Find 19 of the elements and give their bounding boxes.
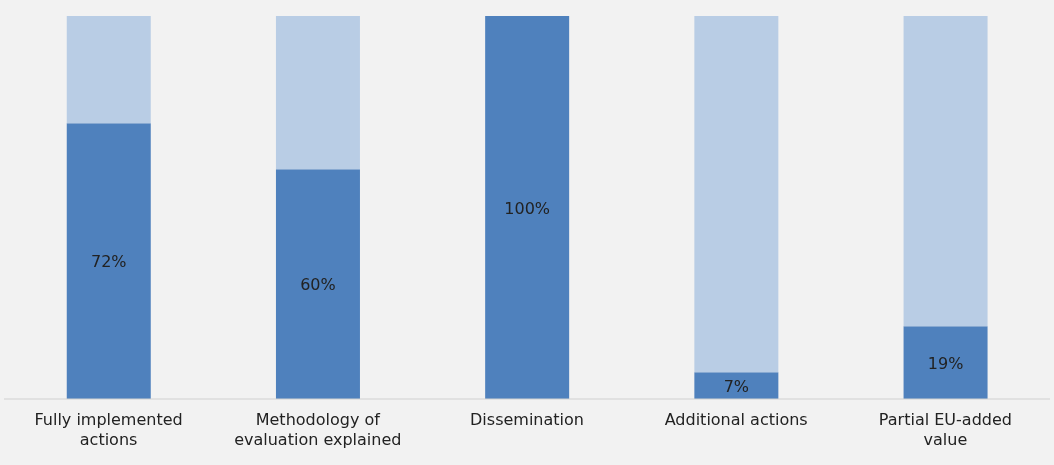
bar xyxy=(903,326,988,399)
data-label: 60% xyxy=(300,275,336,295)
bar xyxy=(66,16,151,124)
bar xyxy=(485,16,570,399)
bar xyxy=(275,169,360,399)
x-tick-label: Dissemination xyxy=(470,410,584,429)
bar xyxy=(694,372,779,399)
bar xyxy=(66,123,151,399)
data-label: 72% xyxy=(90,252,127,272)
bar xyxy=(903,16,988,327)
x-tick-label: Fully implemented actions xyxy=(34,410,183,449)
bar xyxy=(694,16,779,373)
x-tick-label: Additional actions xyxy=(664,410,808,429)
data-label: 7% xyxy=(723,376,750,396)
data-label: 19% xyxy=(927,353,964,373)
bar xyxy=(275,16,360,170)
x-tick-label: Partial EU-added value xyxy=(878,410,1012,449)
x-tick-label: Methodology of evaluation explained xyxy=(234,410,402,449)
data-label: 100% xyxy=(504,198,551,218)
